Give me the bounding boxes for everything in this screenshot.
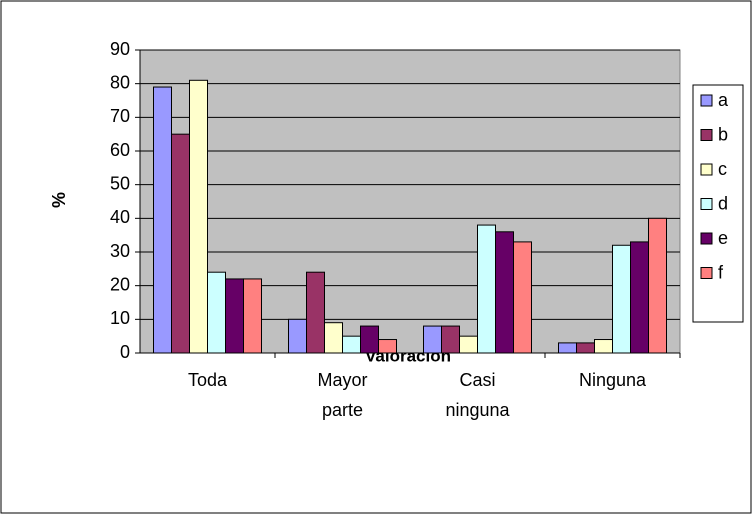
legend-label: e (718, 228, 728, 248)
bar (594, 339, 613, 354)
legend-swatch (700, 267, 713, 279)
bar (630, 241, 649, 354)
legend-swatch (700, 163, 713, 176)
bar (495, 231, 514, 354)
legend-swatch (700, 232, 713, 245)
bar (153, 86, 172, 354)
legend-label: c (718, 159, 727, 179)
bar (576, 342, 595, 354)
legend-label: b (718, 124, 728, 144)
y-tick-label: 50 (110, 173, 130, 193)
legend-label: d (718, 193, 728, 213)
bar (189, 79, 208, 354)
bar (324, 322, 343, 354)
bar (243, 278, 262, 354)
y-tick-label: 0 (120, 342, 130, 362)
bar (648, 217, 667, 354)
bar (612, 244, 631, 354)
bar (171, 133, 190, 354)
bar (459, 335, 478, 354)
y-tick-label: 90 (110, 39, 130, 59)
bar (288, 318, 307, 354)
y-tick-label: 20 (110, 274, 130, 294)
legend-label: f (718, 262, 724, 282)
x-tick-label: Casi ninguna (445, 370, 510, 420)
y-tick-label: 80 (110, 72, 130, 92)
bar (360, 325, 379, 354)
bar (423, 325, 442, 354)
x-tick-label: Toda (187, 370, 228, 390)
legend-swatch (700, 94, 713, 107)
bar (225, 278, 244, 354)
x-tick-label: Ninguna (578, 370, 647, 390)
bar (378, 339, 397, 354)
y-tick-label: 40 (110, 207, 130, 227)
bar (342, 335, 361, 354)
bar (558, 342, 577, 354)
y-tick-label: 30 (110, 241, 130, 261)
legend-swatch (700, 198, 713, 210)
y-tick-label: 60 (110, 140, 130, 160)
bar (441, 325, 460, 354)
y-tick-label: 10 (110, 308, 130, 328)
x-tick-label: Mayor parte (317, 370, 368, 420)
bar (207, 271, 226, 354)
y-axis-title: % (49, 192, 69, 208)
bar (513, 241, 532, 354)
legend-label: a (718, 90, 729, 110)
bar (306, 271, 325, 354)
y-tick-label: 70 (110, 106, 130, 126)
legend-swatch (700, 129, 713, 141)
bar (477, 224, 496, 354)
